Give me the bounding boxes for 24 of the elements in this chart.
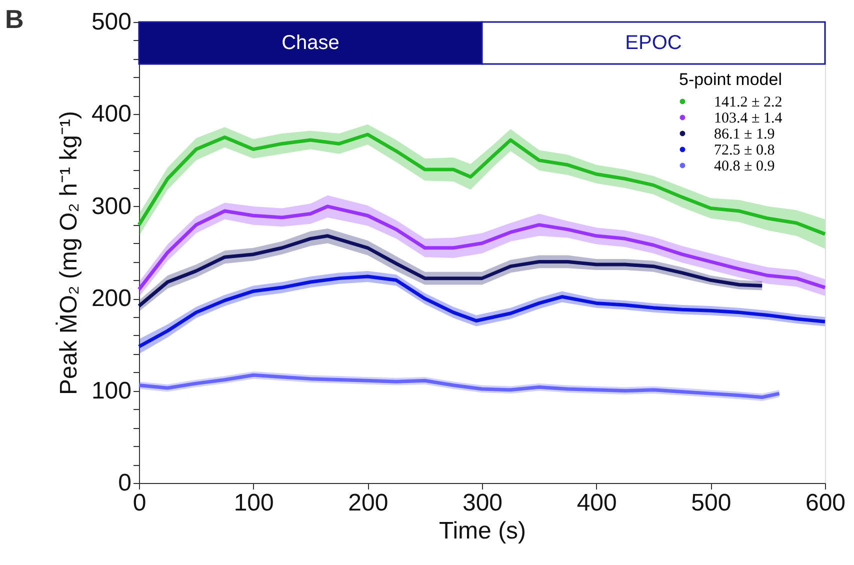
line-series bbox=[137, 204, 827, 292]
y-tick-label: 300 bbox=[91, 192, 132, 220]
text: B bbox=[5, 4, 24, 34]
x-tick-label: 200 bbox=[348, 490, 388, 516]
band-label: EPOC bbox=[625, 32, 682, 54]
x-tick-label: 600 bbox=[805, 490, 846, 516]
y-tick-label: 500 bbox=[91, 8, 132, 36]
legend-label: 40.8 ± 0.9 bbox=[714, 158, 775, 174]
band-label: Chase bbox=[282, 32, 340, 54]
y-tick-label: 400 bbox=[91, 100, 132, 128]
legend-label: 141.2 ± 2.2 bbox=[714, 94, 782, 110]
legend-label: 86.1 ± 1.9 bbox=[714, 126, 775, 142]
y-axis-title: Peak ṀO₂ (mg O₂ h⁻¹ kg⁻¹) bbox=[55, 110, 82, 396]
x-tick-label: 300 bbox=[462, 490, 503, 516]
legend-label: 103.4 ± 1.4 bbox=[714, 110, 783, 126]
x-tick-label: 500 bbox=[691, 490, 732, 516]
x-axis-title: Time (s) bbox=[438, 518, 526, 544]
y-tick-label: 200 bbox=[91, 285, 132, 312]
legend-title: 5-point model bbox=[678, 70, 782, 89]
y-tick-label: 0 bbox=[118, 470, 132, 496]
y-tick-label: 100 bbox=[91, 377, 132, 404]
legend-label: 72.5 ± 0.8 bbox=[714, 142, 775, 158]
x-tick-label: 400 bbox=[576, 490, 617, 516]
x-tick-label: 100 bbox=[234, 490, 274, 516]
